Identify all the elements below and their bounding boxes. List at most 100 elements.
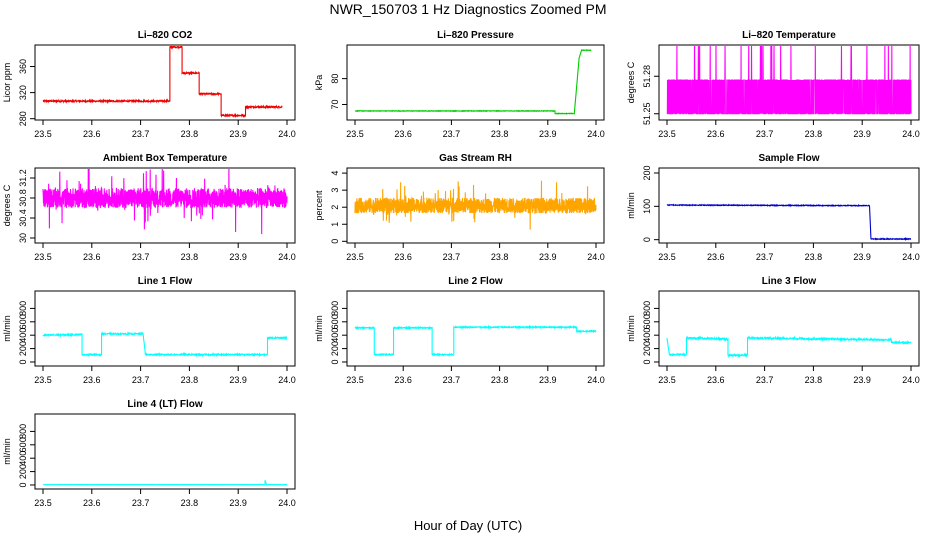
y-tick-label: 200 [18,341,28,356]
x-tick-label: 23.9 [229,252,247,262]
panel-7: Line 1 Flow ml/min 23.5 23.6 23.7 23.8 23.9 24.… [2,276,296,385]
y-tick-label: 70 [330,99,340,109]
x-tick-label: 23.5 [658,375,676,385]
x-tick-label: 23.7 [132,375,150,385]
y-tick-label: 600 [642,314,652,329]
series-line [42,331,288,358]
x-tick-label: 24.0 [587,375,605,385]
series-line [354,180,597,230]
series-line [666,46,912,115]
y-axis-label: ml/min [626,192,636,219]
x-tick-label: 24.0 [278,252,296,262]
x-tick-label: 24.0 [902,252,920,262]
y-tick-label: 3 [330,188,340,193]
y-tick-label: 30.4 [18,209,28,227]
x-tick-label: 23.8 [181,375,199,385]
y-tick-label: 0 [330,359,340,364]
x-tick-label: 23.9 [229,375,247,385]
x-tick-label: 24.0 [902,375,920,385]
panel-title: Line 1 Flow [138,276,193,287]
x-tick-label: 23.7 [756,252,774,262]
y-tick-label: 2 [330,205,340,210]
plot-frame [34,413,296,490]
x-tick-label: 23.6 [707,375,725,385]
x-tick-label: 23.7 [443,252,461,262]
y-tick-label: 0 [642,359,652,364]
panel-4: Ambient Box Temperature degrees C 23.5 23.6… [2,153,296,262]
x-tick-label: 24.0 [278,498,296,508]
y-tick-label: 360 [18,59,28,74]
y-tick-label: 1 [330,222,340,227]
panel-2: Li–820 Pressure kPa 23.5 23.6 23.7 23.8 23.9 24… [314,30,605,139]
x-tick-label: 23.9 [539,252,557,262]
x-tick-label: 23.7 [132,498,150,508]
x-tick-label: 23.6 [83,252,101,262]
y-tick-label: 800 [330,301,340,316]
y-tick-label: 0 [18,359,28,364]
x-tick-label: 23.7 [132,129,150,139]
x-tick-label: 23.5 [658,129,676,139]
x-tick-label: 23.5 [34,375,52,385]
y-tick-label: 800 [18,424,28,439]
figure-title: NWR_150703 1 Hz Diagnostics Zoomed PM [329,1,607,17]
plot-frame [346,290,605,367]
x-tick-label: 23.6 [394,129,412,139]
panel-8: Line 2 Flow ml/min 23.5 23.6 23.7 23.8 23.9 24.… [314,276,605,385]
y-tick-label: 30.8 [18,189,28,207]
y-tick-label: 4 [330,171,340,176]
y-tick-label: 320 [18,85,28,100]
figure-x-axis-label: Hour of Day (UTC) [413,518,523,533]
y-axis-label: ml/min [314,315,324,342]
x-tick-label: 23.9 [229,498,247,508]
y-axis-label: degrees C [626,61,636,103]
y-tick-label: 800 [642,301,652,316]
x-tick-label: 23.6 [394,375,412,385]
panel-1: Li–820 CO2 Licor ppm 23.5 23.6 23.7 23.8 23.9 2… [2,30,296,139]
plot-frame [34,290,296,367]
series-line [354,324,597,358]
x-tick-label: 23.8 [181,129,199,139]
x-tick-label: 23.5 [346,129,364,139]
y-tick-label: 400 [642,328,652,343]
y-tick-label: 280 [18,111,28,126]
plot-frame [34,44,296,121]
y-tick-label: 600 [18,314,28,329]
x-tick-label: 23.7 [443,129,461,139]
panel-title: Line 2 Flow [448,276,503,287]
x-tick-label: 23.7 [756,129,774,139]
plot-frame [346,167,605,244]
x-tick-label: 23.7 [132,252,150,262]
x-tick-label: 23.7 [443,375,461,385]
y-tick-label: 51.28 [642,65,652,88]
x-tick-label: 23.8 [181,498,199,508]
y-tick-label: 800 [18,301,28,316]
panel-title: Line 4 (LT) Flow [127,399,203,410]
x-tick-label: 23.5 [346,375,364,385]
x-tick-label: 23.8 [805,375,823,385]
panel-3: Li–820 Temperature degrees C 23.5 23.6 23.7 2… [626,30,920,139]
x-tick-label: 23.5 [34,252,52,262]
x-tick-label: 24.0 [278,129,296,139]
panel-6: Sample Flow ml/min 23.5 23.6 23.7 23.8 23.9 24.… [626,153,920,262]
x-tick-label: 23.8 [181,252,199,262]
x-tick-label: 23.9 [229,129,247,139]
x-tick-label: 23.8 [805,252,823,262]
x-tick-label: 23.5 [346,252,364,262]
y-tick-label: 51.25 [642,102,652,125]
plot-frame [658,44,920,121]
panel-title: Ambient Box Temperature [103,153,228,164]
x-tick-label: 23.6 [707,129,725,139]
y-tick-label: 80 [330,74,340,84]
y-tick-label: 200 [18,464,28,479]
y-axis-label: Licor ppm [2,63,12,103]
plot-frame [658,167,920,244]
x-tick-label: 23.8 [805,129,823,139]
x-tick-label: 23.6 [707,252,725,262]
panel-9: Line 3 Flow ml/min 23.5 23.6 23.7 23.8 23.9 24.… [626,276,920,385]
plot-frame [346,44,605,121]
panel-title: Gas Stream RH [439,153,512,164]
series-line [666,335,912,358]
y-tick-label: 200 [642,341,652,356]
series-line [42,480,288,486]
